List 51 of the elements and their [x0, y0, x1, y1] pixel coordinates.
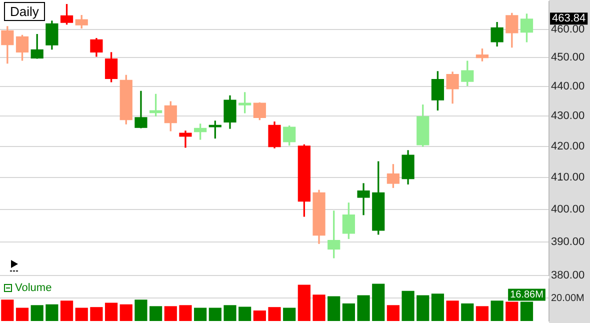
bar [312, 294, 326, 321]
y-tick-label: 440.00 [551, 80, 585, 93]
bar [253, 310, 266, 321]
bar [208, 308, 222, 321]
bar [238, 306, 252, 321]
y-tick-label: 20.00M [551, 292, 584, 304]
y-tick-label: 390.00 [551, 236, 585, 248]
chart-title: Volume [15, 282, 52, 294]
annotation: 463.84 [552, 12, 586, 25]
bar [75, 308, 88, 321]
bar [446, 300, 459, 321]
bar [476, 306, 489, 321]
candlestick [357, 183, 370, 216]
bar [416, 295, 430, 321]
y-tick-label: 450.00 [551, 52, 585, 64]
chart-title: Daily [10, 4, 39, 19]
y-tick-label: 410.00 [551, 172, 585, 184]
bar [298, 284, 310, 321]
bar [1, 300, 14, 321]
bar [194, 308, 207, 321]
bar [46, 304, 58, 321]
bar [268, 307, 281, 321]
bar [134, 300, 148, 321]
bar [490, 300, 504, 321]
candlestick [179, 130, 192, 148]
bar [30, 305, 44, 321]
bar [431, 294, 444, 321]
bar [149, 306, 162, 321]
bar [60, 300, 74, 321]
bar [357, 295, 370, 321]
y-tick-label: 460.00 [551, 23, 585, 36]
bar [402, 290, 414, 321]
bar [328, 296, 340, 321]
bar [90, 307, 103, 321]
bar [283, 308, 296, 321]
y-tick-label: 400.00 [551, 203, 585, 216]
y-tick-label: 380.00 [551, 269, 585, 282]
bar [386, 305, 400, 321]
bar [224, 305, 236, 321]
data-label: 16.86M [510, 290, 544, 301]
bar [506, 302, 518, 321]
bar [179, 305, 192, 321]
bar [342, 303, 355, 321]
y-tick-label: 420.00 [551, 140, 585, 153]
y-tick-label: 430.00 [551, 110, 585, 122]
bar [372, 284, 385, 321]
bar [120, 304, 132, 321]
bar [164, 306, 177, 321]
bar [461, 303, 474, 321]
bar [104, 302, 118, 321]
bar [16, 308, 29, 321]
